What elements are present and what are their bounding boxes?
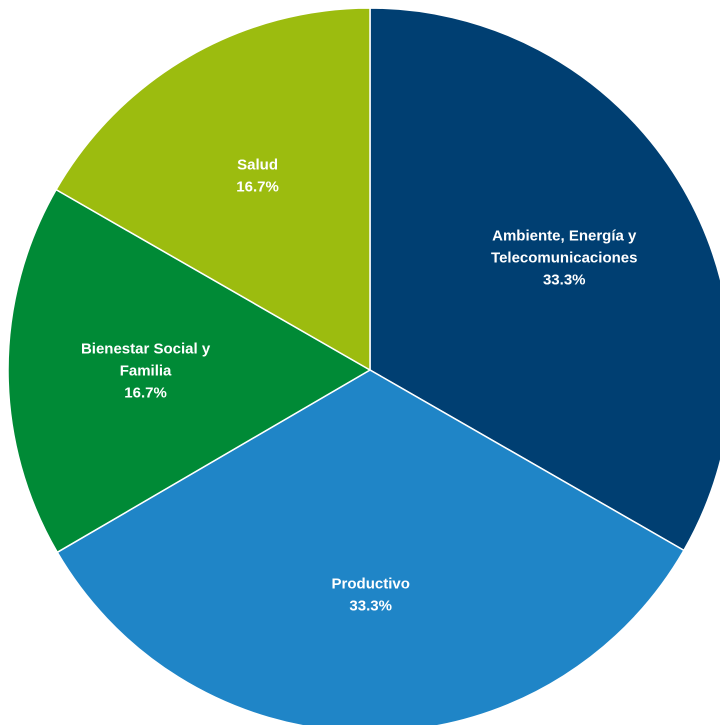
pie-slice-ambiente-energia-y-telecomunicaciones <box>369 7 720 552</box>
slice-category-label: Familia <box>120 363 172 380</box>
pie-slices <box>7 7 720 725</box>
slice-category-label: Productivo <box>332 575 410 592</box>
pie-slice-productivo <box>56 369 685 725</box>
slice-category-label: Bienestar Social y <box>81 341 211 358</box>
pie-slice-bienestar-social-y-familia <box>7 188 372 554</box>
slice-category-label: Telecomunicaciones <box>491 250 637 267</box>
pie-slice-salud <box>55 7 371 372</box>
slice-label-salud: Salud 16.7% <box>236 157 279 196</box>
slice-category-label: Salud <box>237 157 278 174</box>
slice-category-label: Ambiente, Energía y <box>492 228 637 245</box>
slice-label-bienestar-social-y-familia: Bienestar Social y Familia 16.7% <box>81 341 211 402</box>
slice-label-ambiente-energia-y-telecomunicaciones: Ambiente, Energía y Telecomunicaciones 33.… <box>491 228 637 289</box>
pie-labels: Ambiente, Energía y Telecomunicaciones 33.… <box>81 157 638 615</box>
slice-label-productivo: Productivo 33.3% <box>332 575 410 614</box>
slice-value-label: 16.7% <box>236 179 279 196</box>
slice-value-label: 16.7% <box>124 385 167 402</box>
slice-value-label: 33.3% <box>349 597 392 614</box>
slice-value-label: 33.3% <box>543 272 586 289</box>
